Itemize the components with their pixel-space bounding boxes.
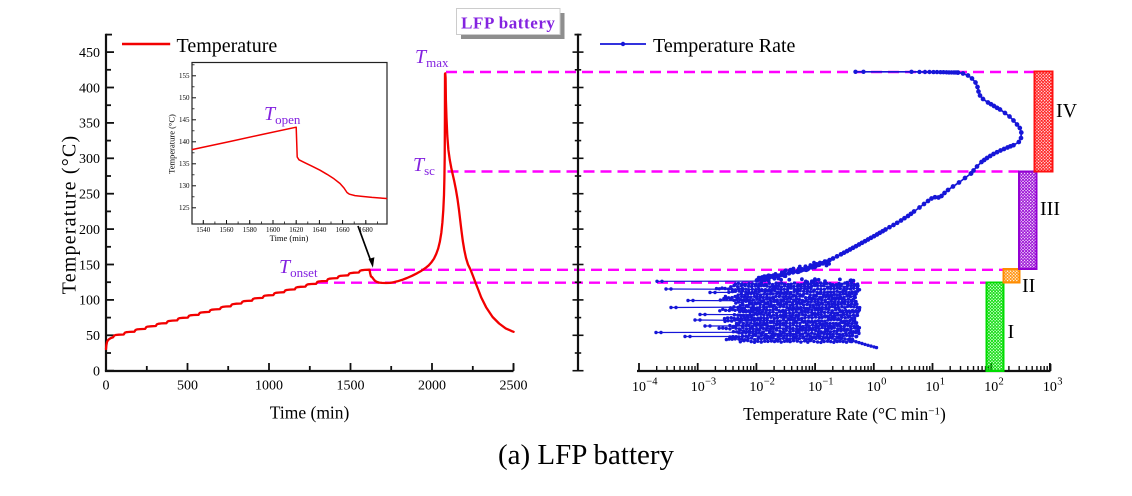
svg-text:1: 1 [940,377,945,388]
svg-text:2000: 2000 [418,379,446,394]
svg-text:II: II [1022,275,1035,297]
svg-text:10: 10 [1043,380,1057,395]
svg-text:0: 0 [93,365,100,380]
svg-text:Temperature Rate (°C min−1): Temperature Rate (°C min−1) [743,404,946,424]
svg-text:0: 0 [103,379,110,394]
svg-text:0: 0 [881,377,886,388]
svg-text:200: 200 [79,223,100,238]
svg-text:1680: 1680 [359,226,374,234]
svg-text:155: 155 [179,72,190,80]
svg-text:1560: 1560 [220,226,235,234]
svg-text:1580: 1580 [243,226,258,234]
svg-text:150: 150 [179,94,190,102]
svg-text:250: 250 [79,188,100,203]
svg-text:−4: −4 [646,377,658,388]
svg-text:1660: 1660 [336,226,351,234]
svg-text:1500: 1500 [337,379,365,394]
svg-text:10: 10 [808,380,822,395]
svg-text:450: 450 [79,46,100,61]
svg-text:130: 130 [179,182,190,190]
svg-text:Time (min): Time (min) [270,233,309,243]
svg-text:2500: 2500 [500,379,528,394]
svg-text:135: 135 [179,160,190,168]
svg-text:Temperature (°C): Temperature (°C) [167,114,177,174]
svg-text:500: 500 [177,379,198,394]
svg-text:10: 10 [749,380,763,395]
svg-text:3: 3 [1057,377,1062,388]
svg-text:10: 10 [691,380,705,395]
svg-text:1640: 1640 [312,226,327,234]
svg-text:(a) LFP battery: (a) LFP battery [498,439,675,471]
svg-text:Temperature: Temperature [177,35,278,57]
svg-text:10: 10 [926,380,940,395]
svg-text:−3: −3 [705,377,716,388]
svg-text:150: 150 [79,258,100,273]
svg-text:Time (min): Time (min) [270,403,350,423]
svg-text:LFP battery: LFP battery [461,13,555,32]
svg-text:100: 100 [79,294,100,309]
svg-text:1540: 1540 [196,226,211,234]
svg-text:400: 400 [79,81,100,96]
svg-text:350: 350 [79,117,100,132]
svg-text:Temperature Rate: Temperature Rate [653,35,796,57]
svg-text:50: 50 [86,329,100,344]
svg-text:300: 300 [79,152,100,167]
svg-text:1000: 1000 [255,379,283,394]
svg-text:10: 10 [867,380,881,395]
svg-text:1600: 1600 [266,226,281,234]
svg-text:1620: 1620 [289,226,304,234]
svg-text:145: 145 [179,116,190,124]
svg-text:10: 10 [632,380,646,395]
svg-text:III: III [1040,198,1060,220]
svg-text:10: 10 [984,380,998,395]
svg-text:Temperature (°C): Temperature (°C) [59,135,81,295]
svg-text:125: 125 [179,204,190,212]
svg-text:140: 140 [179,138,190,146]
svg-text:−2: −2 [764,377,775,388]
svg-text:I: I [1008,321,1015,343]
svg-text:IV: IV [1056,100,1078,122]
svg-text:2: 2 [999,377,1004,388]
svg-text:−1: −1 [822,377,833,388]
